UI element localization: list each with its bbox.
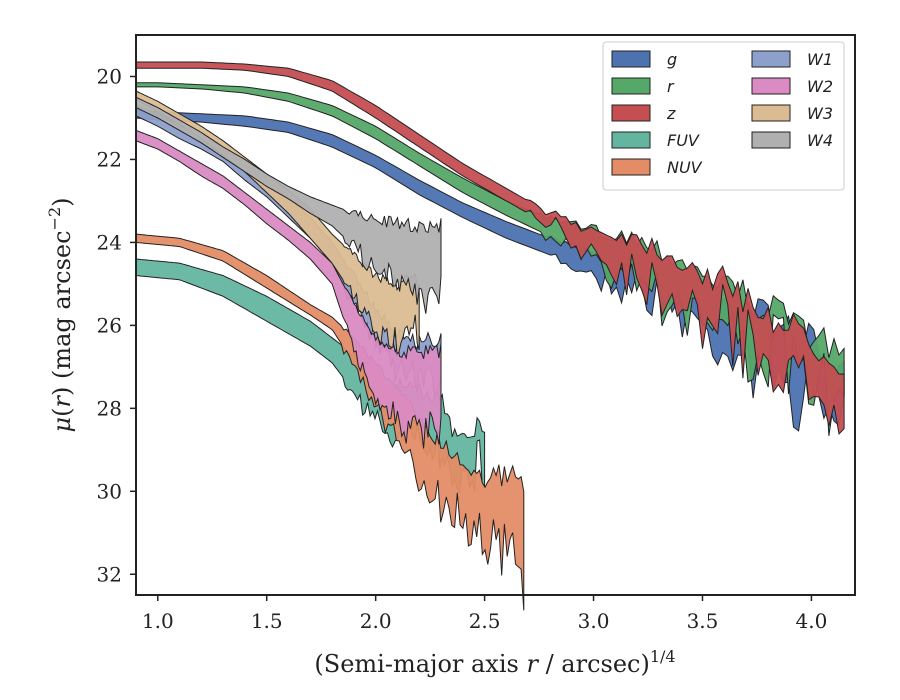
legend-label-w3: W3 [807,104,833,123]
legend-swatch-g [611,50,651,68]
y-tick-label: 28 [97,396,122,420]
y-axis-ticks: 20 22 24 26 28 30 32 [97,64,136,586]
legend-label-fuv: FUV [667,131,700,150]
legend-label-z: z [666,104,676,123]
area-w4 [135,96,442,314]
legend-swatch-w3 [751,104,791,122]
area-z [135,61,845,436]
x-tick-label: 2.0 [360,609,392,633]
area-w2 [135,129,442,449]
legend-label-nuv: NUV [667,158,703,177]
legend-swatch-nuv [611,158,651,176]
y-tick-label: 24 [97,230,122,254]
legend-label-w1: W1 [807,50,833,69]
x-axis-label: (Semi-major axis r / arcsec)1/4 [314,647,675,678]
y-tick-label: 20 [97,64,122,88]
y-tick-label: 30 [97,479,122,503]
plot-frame [135,34,856,596]
y-axis-label: μ(r) (mag arcsec−2) [45,197,76,432]
legend-swatch-z [611,104,651,122]
series-areas [135,61,845,611]
area-nuv [135,233,525,611]
legend-label-r: r [667,77,675,96]
x-tick-label: 1.5 [251,609,283,633]
x-tick-label: 2.5 [469,609,501,633]
x-tick-label: 1.0 [142,609,174,633]
legend-swatch-w4 [751,131,791,149]
legend-swatch-w1 [751,50,791,68]
y-tick-label: 22 [97,147,122,171]
legend-label-w4: W4 [807,131,833,150]
x-tick-label: 3.5 [687,609,719,633]
x-tick-label: 4.0 [796,609,828,633]
legend-swatch-w2 [751,77,791,95]
x-tick-label: 3.0 [578,609,610,633]
y-tick-label: 26 [97,313,122,337]
x-axis-ticks: 1.0 1.5 2.0 2.5 3.0 3.5 4.0 [142,595,827,633]
legend-label-g: g [667,50,677,69]
y-tick-label: 32 [97,562,122,586]
legend-label-w2: W2 [807,77,833,96]
legend-swatch-fuv [611,131,651,149]
legend: grz FUV NUV W1 W2 W3 W4 [602,41,845,191]
legend-swatch-r [611,77,651,95]
